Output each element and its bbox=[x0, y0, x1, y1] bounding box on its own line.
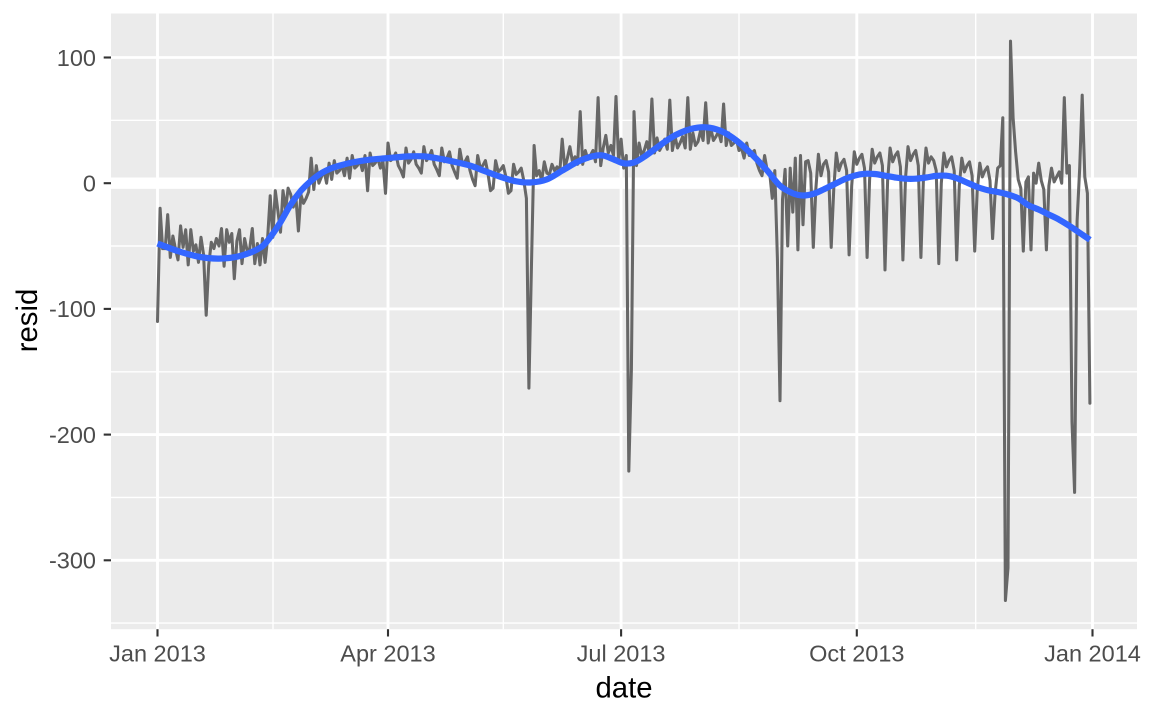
svg-text:Oct 2013: Oct 2013 bbox=[809, 641, 904, 667]
svg-text:Jan 2013: Jan 2013 bbox=[109, 641, 206, 667]
svg-text:date: date bbox=[595, 672, 652, 705]
svg-text:0: 0 bbox=[83, 171, 96, 197]
svg-text:Apr 2013: Apr 2013 bbox=[340, 641, 435, 667]
svg-text:100: 100 bbox=[57, 45, 96, 71]
svg-text:-200: -200 bbox=[49, 422, 96, 448]
svg-text:Jul 2013: Jul 2013 bbox=[577, 641, 666, 667]
svg-text:Jan 2014: Jan 2014 bbox=[1044, 641, 1141, 667]
svg-text:-300: -300 bbox=[49, 548, 96, 574]
svg-text:-100: -100 bbox=[49, 296, 96, 322]
svg-text:resid: resid bbox=[11, 289, 44, 353]
